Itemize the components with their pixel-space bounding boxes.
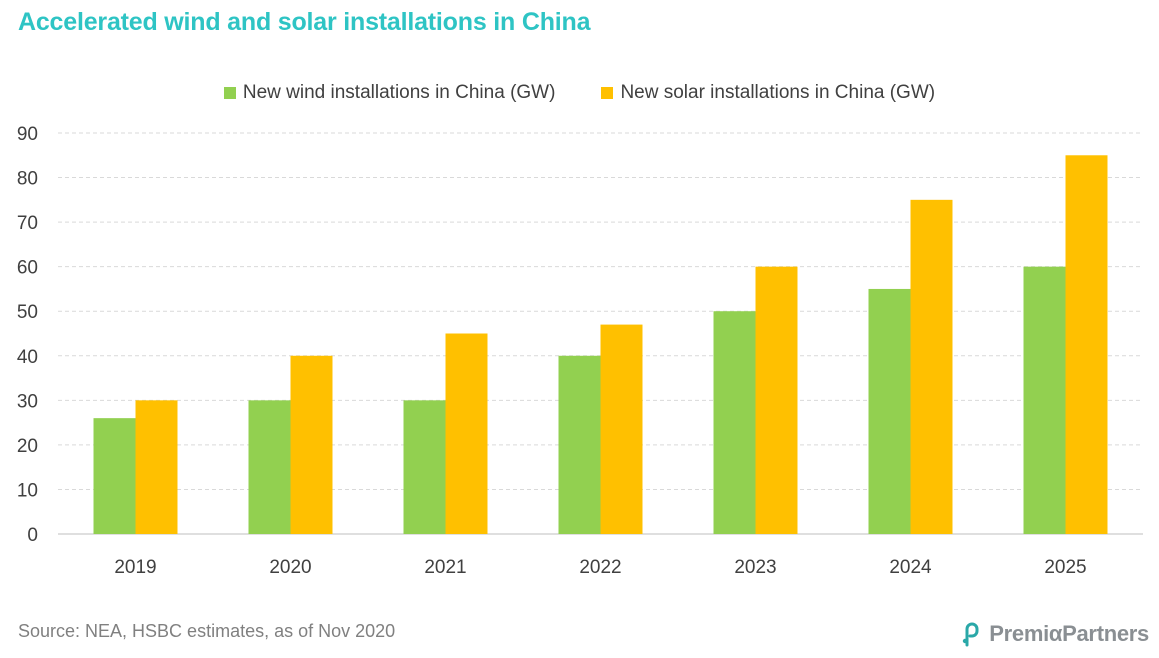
bar-wind — [248, 400, 291, 534]
legend-swatch-solar — [601, 87, 614, 99]
bar-solar — [290, 355, 333, 534]
x-tick-label: 2019 — [114, 557, 156, 578]
bar-solar — [910, 199, 953, 535]
x-tick-label: 2020 — [269, 557, 311, 578]
legend-item-solar: New solar installations in China (GW) — [601, 82, 935, 104]
bar-solar — [1065, 155, 1108, 534]
x-tick-label: 2025 — [1044, 557, 1086, 578]
bar-wind — [93, 418, 136, 534]
bar-wind — [403, 400, 446, 534]
y-tick-label: 40 — [17, 347, 38, 368]
bar-chart: 0 10 20 30 40 50 60 70 80 90 2019 2020 2021 2022 2023 2… — [17, 124, 1143, 578]
legend-label-wind: New wind installations in China (GW) — [242, 82, 556, 103]
bar-solar — [600, 324, 643, 534]
x-tick-label: 2021 — [424, 557, 466, 578]
x-tick-label: 2022 — [579, 557, 621, 578]
y-tick-label: 50 — [17, 302, 38, 323]
y-tick-label: 30 — [17, 391, 38, 412]
y-tick-label: 60 — [17, 258, 38, 279]
x-tick-label: 2023 — [734, 557, 776, 578]
y-tick-label: 0 — [27, 525, 38, 546]
logo-text: PremiαPartners — [989, 621, 1149, 646]
bar-wind — [868, 288, 911, 534]
logo: PremiαPartners — [961, 621, 1149, 647]
y-tick-label: 90 — [17, 124, 38, 145]
legend: New wind installations in China (GW) New… — [0, 82, 1159, 104]
bar-solar — [755, 266, 798, 534]
premia-logo-icon — [963, 622, 979, 647]
x-tick-label: 2024 — [889, 557, 932, 578]
y-tick-label: 80 — [17, 169, 38, 190]
bar-wind — [558, 355, 601, 534]
bar-solar — [135, 400, 178, 534]
chart-title: Accelerated wind and solar installations… — [18, 8, 591, 36]
bar-wind — [713, 311, 756, 534]
legend-item-wind: New wind installations in China (GW) — [223, 82, 556, 104]
legend-swatch-wind — [223, 87, 236, 99]
y-tick-label: 10 — [17, 480, 38, 501]
bar-solar — [445, 333, 488, 534]
bar-wind — [1023, 266, 1066, 534]
legend-label-solar: New solar installations in China (GW) — [620, 82, 936, 103]
y-tick-label: 70 — [17, 213, 38, 234]
y-tick-label: 20 — [17, 436, 38, 457]
source-note: Source: NEA, HSBC estimates, as of Nov 2… — [18, 621, 396, 641]
